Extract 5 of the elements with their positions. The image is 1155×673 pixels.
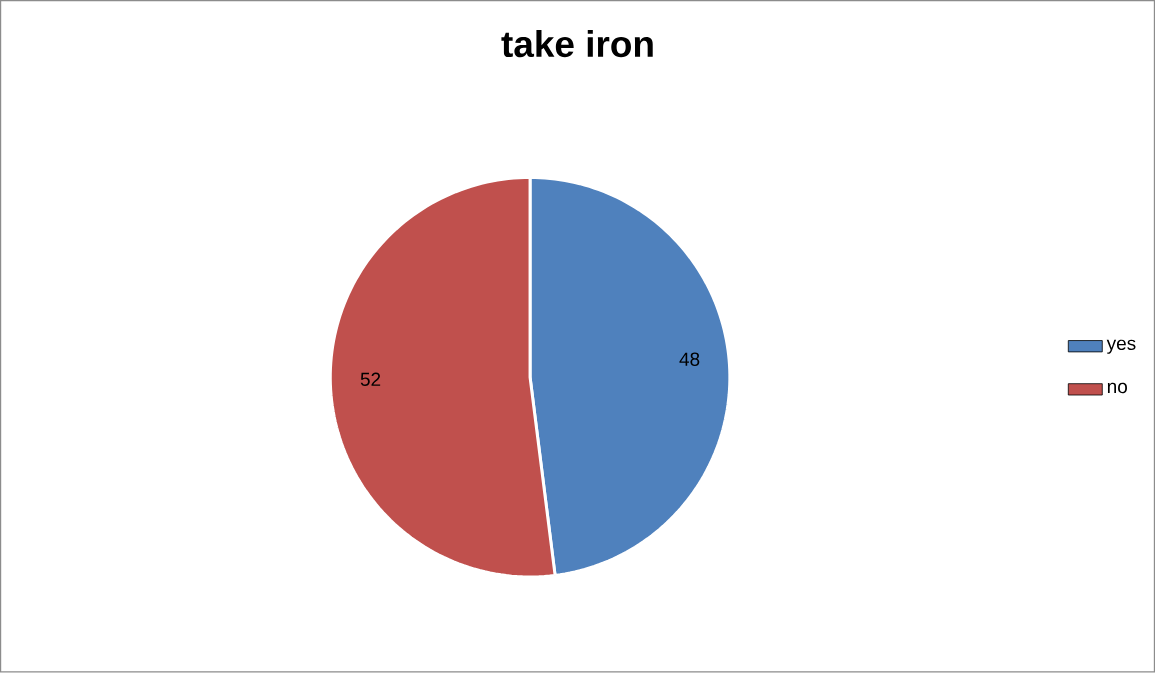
data-label: 52 bbox=[360, 372, 381, 387]
chart-title: take iron bbox=[501, 30, 653, 58]
legend-label: yes bbox=[1106, 339, 1136, 355]
data-label: 48 bbox=[679, 352, 700, 367]
legend-label: no bbox=[1107, 383, 1127, 394]
